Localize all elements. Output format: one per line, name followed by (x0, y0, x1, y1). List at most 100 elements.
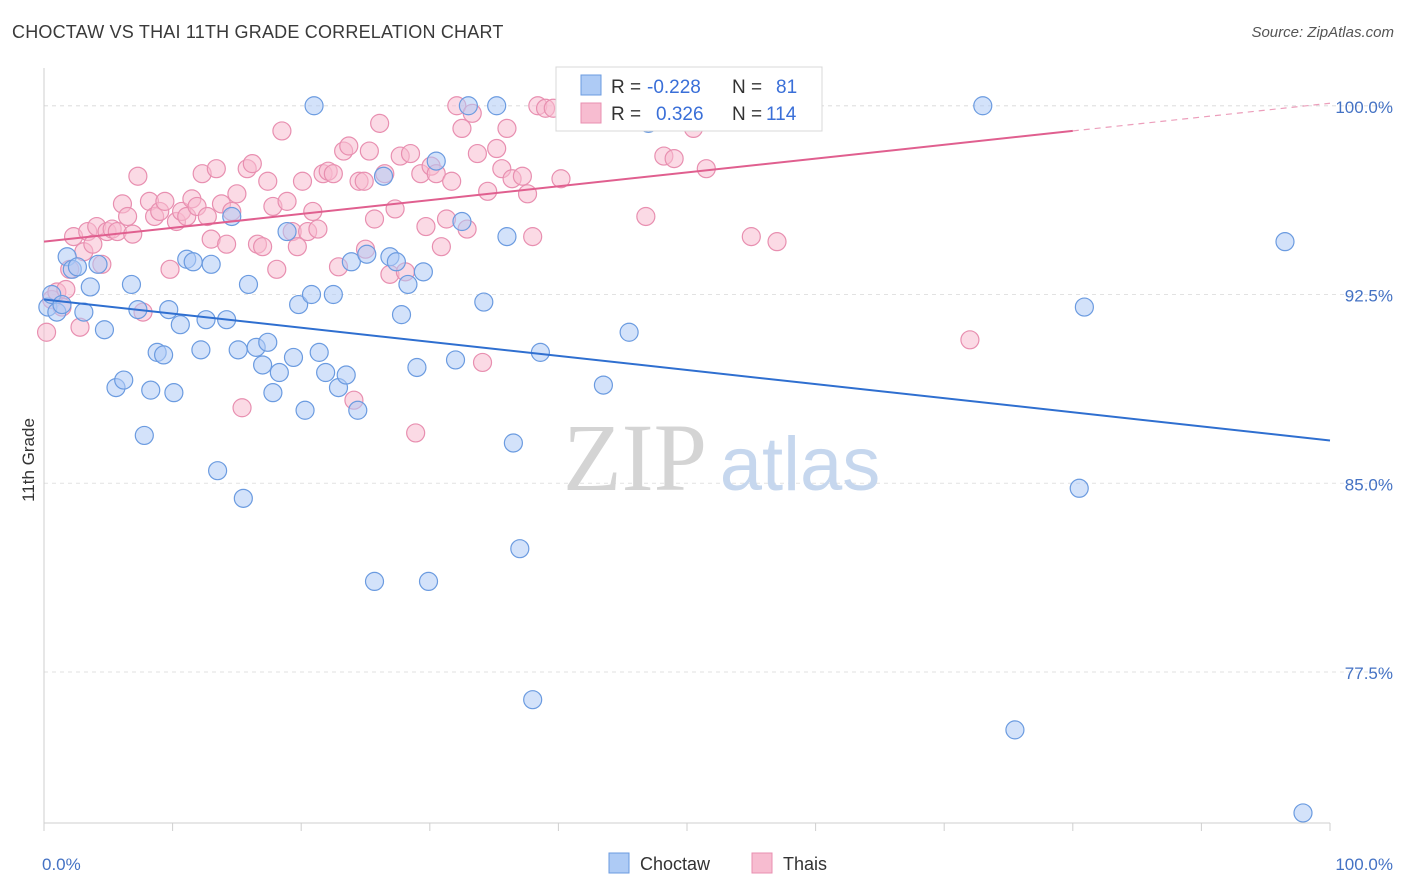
choctaw-point (153, 345, 174, 365)
choctaw-point (121, 274, 142, 295)
choctaw-point (487, 96, 507, 116)
choctaw-point (164, 383, 184, 403)
choctaw-point (619, 322, 639, 342)
choctaw-point (323, 284, 343, 305)
choctaw-point (452, 211, 472, 232)
choctaw-point (426, 151, 446, 171)
thais-point (160, 259, 180, 279)
choctaw-point (208, 461, 228, 481)
thais-point (497, 118, 517, 138)
choctaw-point (196, 310, 216, 330)
chart-title: CHOCTAW VS THAI 11TH GRADE CORRELATION C… (12, 22, 504, 42)
thais-point (323, 164, 343, 184)
thais-point (217, 234, 237, 254)
thais-point (400, 143, 421, 164)
choctaw-point (373, 166, 394, 186)
legend-n-value-thais: 114 (766, 104, 797, 125)
choctaw-point (141, 380, 161, 400)
choctaw-point (1069, 478, 1089, 498)
choctaw-point (458, 96, 478, 116)
legend-swatch-thais (580, 102, 602, 124)
choctaw-point (503, 433, 523, 453)
choctaw-point (80, 277, 100, 297)
top-legend: R = -0.228 N = 81 R = 0.326 N = 114 (555, 66, 823, 132)
thais-point (442, 171, 462, 191)
thais-point (416, 216, 436, 237)
choctaw-point (170, 315, 190, 335)
thais-point (308, 219, 328, 239)
thais-point (472, 352, 493, 373)
choctaw-point (398, 274, 418, 295)
bottom-legend: Choctaw Thais (608, 852, 827, 874)
thais-point (128, 166, 148, 186)
thais-point (292, 171, 313, 191)
y-tick-label: 85.0% (1345, 475, 1393, 494)
choctaw-point (357, 244, 377, 264)
choctaw-point (191, 340, 211, 360)
choctaw-point (228, 340, 248, 360)
choctaw-point (94, 320, 115, 340)
choctaw-point (159, 300, 179, 320)
thais-point (406, 423, 426, 443)
choctaw-point (258, 332, 278, 352)
bottom-legend-swatch-thais (751, 852, 773, 874)
choctaw-point (341, 252, 361, 272)
axes (43, 68, 1331, 831)
y-tick-label: 92.5% (1345, 287, 1393, 306)
watermark-atlas: atlas (720, 422, 881, 507)
x-tick-label-min: 0.0% (42, 855, 81, 874)
choctaw-point (183, 252, 203, 272)
choctaw-point (336, 365, 356, 385)
choctaw-point (407, 357, 427, 378)
choctaw-point (283, 347, 304, 368)
thais-point (206, 159, 226, 179)
thais-point (242, 154, 262, 174)
choctaw-point (364, 571, 385, 592)
legend-r-value-choctaw: -0.228 (647, 77, 701, 98)
watermark-zip: ZIP (563, 404, 707, 511)
thais-point (36, 322, 57, 342)
thais-point (696, 159, 716, 179)
trend-lines (43, 102, 1331, 442)
choctaw-point (1005, 720, 1025, 740)
thais-point (431, 237, 451, 257)
choctaw-point (348, 400, 368, 420)
grid (44, 105, 1395, 673)
choctaw-point (67, 257, 88, 277)
legend-swatch-choctaw (580, 74, 602, 96)
thais-point (253, 237, 273, 257)
thais-point (478, 181, 498, 201)
choctaw-points (38, 96, 1313, 823)
thais-point (354, 171, 374, 191)
thais-point (664, 149, 684, 169)
thais-point (636, 206, 656, 227)
bottom-legend-label-choctaw: Choctaw (640, 854, 711, 874)
legend-r-value-thais: 0.326 (656, 104, 704, 125)
choctaw-point (1293, 803, 1313, 823)
choctaw-point (253, 355, 273, 375)
tick-labels: 100.0% 92.5% 85.0% 77.5% 0.0% 100.0% (42, 98, 1393, 874)
choctaw-point (134, 425, 154, 446)
choctaw-point (474, 292, 494, 312)
choctaw-point (523, 690, 543, 710)
choctaw-point (233, 488, 253, 508)
choctaw-point (277, 221, 297, 242)
choctaw-point (52, 294, 72, 315)
choctaw-point (1275, 232, 1295, 252)
y-axis-title: 11th Grade (19, 418, 38, 502)
choctaw-point (593, 375, 614, 395)
thais-point (512, 166, 532, 186)
y-tick-label: 100.0% (1335, 98, 1393, 117)
choctaw-point (445, 350, 466, 370)
y-tick-label: 77.5% (1345, 664, 1393, 683)
thais-point (267, 259, 287, 279)
choctaw-point (114, 370, 134, 390)
thais-point (287, 237, 307, 257)
choctaw-point (263, 383, 283, 403)
thais-point (258, 171, 278, 191)
x-tick-label-max: 100.0% (1335, 855, 1393, 874)
choctaw-point (413, 262, 433, 282)
thais-trend-line (43, 129, 1073, 243)
thais-point (227, 184, 247, 204)
legend-n-label-thais: N = (732, 104, 762, 125)
